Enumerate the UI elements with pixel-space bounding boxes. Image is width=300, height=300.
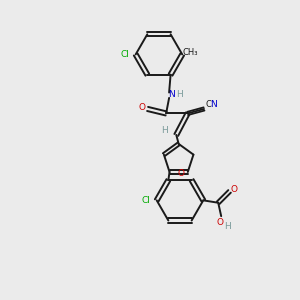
Text: H: H — [224, 221, 230, 230]
Text: N: N — [211, 100, 218, 109]
Text: Cl: Cl — [121, 50, 130, 59]
Text: C: C — [206, 100, 212, 109]
Text: CH₃: CH₃ — [183, 49, 198, 58]
Text: H: H — [176, 89, 183, 98]
Text: N: N — [168, 89, 175, 98]
Text: Cl: Cl — [142, 196, 151, 205]
Text: O: O — [230, 185, 238, 194]
Text: H: H — [162, 126, 168, 135]
Text: O: O — [178, 169, 185, 178]
Text: O: O — [216, 218, 223, 227]
Text: O: O — [139, 103, 146, 112]
